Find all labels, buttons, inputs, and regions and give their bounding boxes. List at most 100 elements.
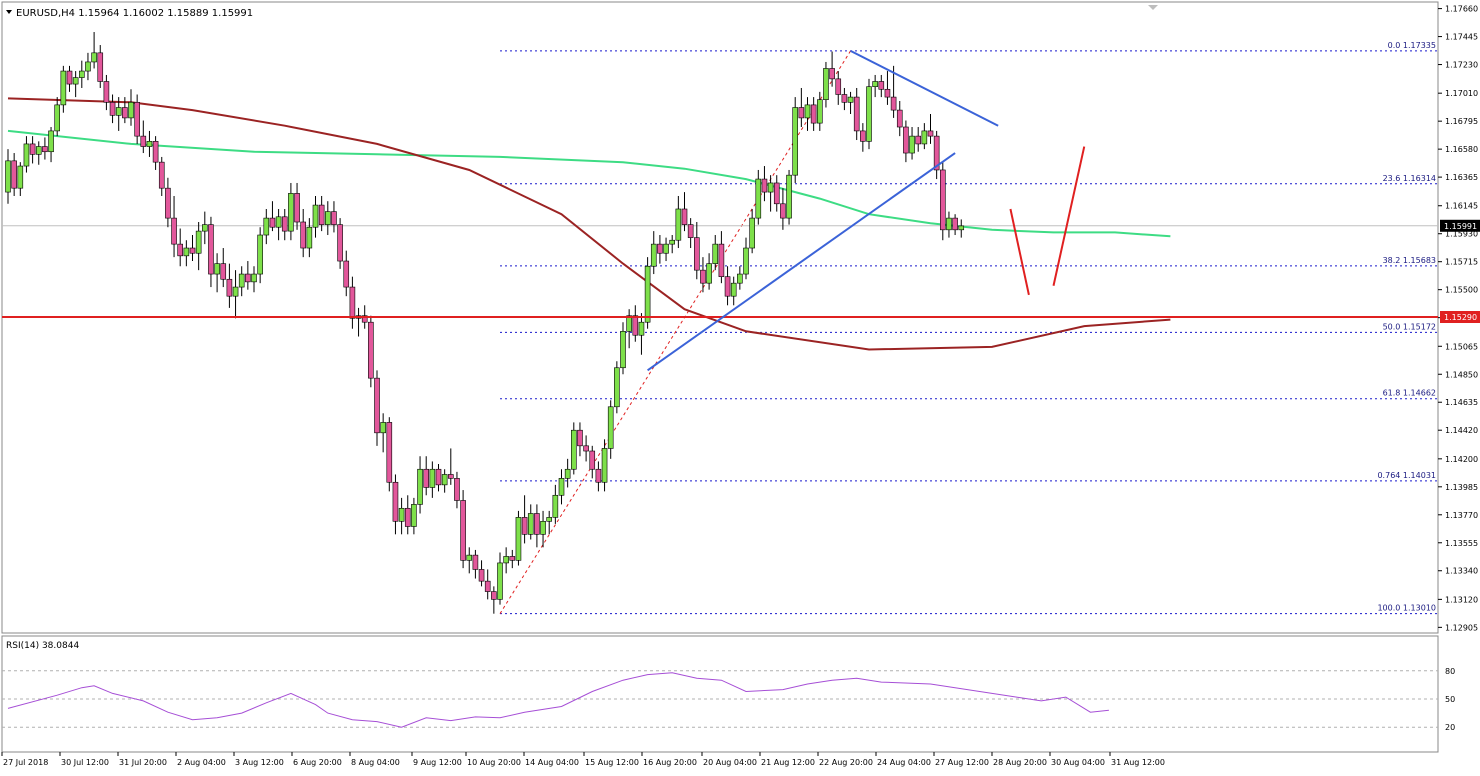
bear-candle-body (773, 182, 780, 205)
bear-candle-body (853, 96, 860, 132)
bear-candle-body (491, 591, 497, 600)
forecast-arrow-up[interactable] (1052, 146, 1086, 286)
time-tick-label: 24 Aug 04:00 (877, 758, 931, 767)
candlestick (491, 586, 497, 614)
price-tick-label: 1.13340 (1445, 567, 1478, 576)
bear-candle-body (472, 554, 479, 570)
candlestick (860, 123, 866, 152)
bear-candle-body (952, 217, 958, 231)
candlestick (171, 195, 177, 258)
bear-candle-body (860, 130, 866, 142)
candlestick (515, 510, 522, 566)
bear-candle-body (337, 224, 343, 262)
candlestick (939, 162, 946, 241)
bull-candle-body (5, 160, 11, 193)
bear-candle-body (343, 260, 350, 288)
candlestick (5, 149, 11, 204)
time-tick-label: 10 Aug 20:00 (467, 758, 521, 767)
candlestick (614, 361, 620, 414)
candlestick (343, 250, 350, 297)
time-tick-label: 15 Aug 12:00 (585, 758, 639, 767)
candlestick (220, 248, 227, 288)
symbol-dropdown-icon[interactable] (6, 10, 12, 14)
candlestick (657, 235, 663, 264)
bull-candle-body (755, 178, 762, 219)
candlestick (460, 490, 466, 569)
candlestick (189, 235, 196, 262)
candlestick (669, 235, 676, 254)
time-tick-label: 20 Aug 04:00 (703, 758, 757, 767)
bear-candle-body (103, 81, 110, 103)
time-tick-label: 16 Aug 20:00 (643, 758, 697, 767)
falling-trendline[interactable] (850, 50, 999, 127)
candlestick (737, 266, 743, 290)
bear-candle-body (884, 88, 891, 98)
price-tick-label: 1.13985 (1445, 483, 1478, 492)
candlestick (109, 94, 116, 124)
candlestick (847, 91, 854, 115)
bear-candle-body (933, 135, 940, 171)
bear-candle-body (534, 513, 540, 535)
bear-candle-body (318, 204, 325, 225)
bear-candle-body (509, 556, 516, 561)
time-tick-label: 28 Aug 20:00 (993, 758, 1047, 767)
candlestick (589, 445, 596, 479)
candlestick (29, 136, 36, 164)
chart-shift-marker[interactable] (1148, 5, 1158, 10)
candlestick (730, 276, 737, 306)
candlestick (411, 497, 417, 535)
rising-trendline[interactable] (647, 152, 956, 372)
bull-candle-body (946, 217, 952, 231)
bull-candle-body (823, 68, 829, 100)
bull-candle-body (128, 101, 134, 119)
candlestick (429, 461, 436, 498)
bull-candle-body (466, 554, 473, 561)
bear-candle-body (171, 217, 177, 245)
candlestick (417, 456, 423, 514)
bear-candle-body (687, 224, 694, 238)
bull-candle-body (620, 331, 626, 369)
time-tick-label: 21 Aug 12:00 (761, 758, 815, 767)
candlestick (878, 74, 885, 98)
bull-candle-body (429, 468, 436, 488)
price-tick-label: 1.15065 (1445, 342, 1478, 351)
price-tick-label: 1.13555 (1445, 539, 1478, 548)
bear-candle-body (386, 422, 393, 483)
candlestick (823, 61, 829, 108)
rsi-level-label: 20 (1445, 723, 1455, 732)
bull-candle-body (515, 517, 522, 561)
bull-candle-body (60, 70, 67, 106)
candlestick (601, 439, 608, 492)
candlestick (927, 114, 934, 144)
fib-retracement-diagonal (499, 50, 851, 614)
current-price-label: 1.15991 (1444, 222, 1477, 231)
bull-candle-body (54, 104, 61, 132)
candlestick (798, 87, 805, 128)
candlestick (447, 448, 454, 485)
bull-candle-body (847, 96, 854, 103)
bull-candle-body (570, 429, 577, 470)
bull-candle-body (558, 478, 565, 496)
symbol-info-text: EURUSD,H4 1.15964 1.16002 1.15889 1.1599… (16, 8, 253, 19)
fib-level-label: 0.764 1.14031 (1377, 471, 1436, 480)
price-tick-label: 1.17230 (1445, 61, 1478, 70)
bear-candle-body (761, 178, 768, 193)
forecast-arrow-down[interactable] (1009, 208, 1030, 296)
candlestick (312, 195, 319, 238)
candlestick (663, 237, 669, 262)
bear-candle-body (152, 141, 159, 163)
bear-candle-body (478, 569, 485, 582)
bear-candle-body (134, 101, 140, 137)
bull-candle-body (730, 282, 737, 297)
bull-candle-body (312, 204, 319, 228)
bear-candle-body (693, 237, 700, 271)
candlestick (91, 32, 97, 69)
bear-candle-body (810, 104, 817, 124)
candlestick (761, 166, 768, 202)
bear-candle-body (903, 126, 909, 154)
candlestick (423, 456, 430, 496)
candlestick (755, 169, 762, 225)
bull-candle-body (601, 448, 608, 483)
time-tick-label: 27 Jul 2018 (3, 758, 48, 767)
bear-candle-body (878, 81, 885, 90)
